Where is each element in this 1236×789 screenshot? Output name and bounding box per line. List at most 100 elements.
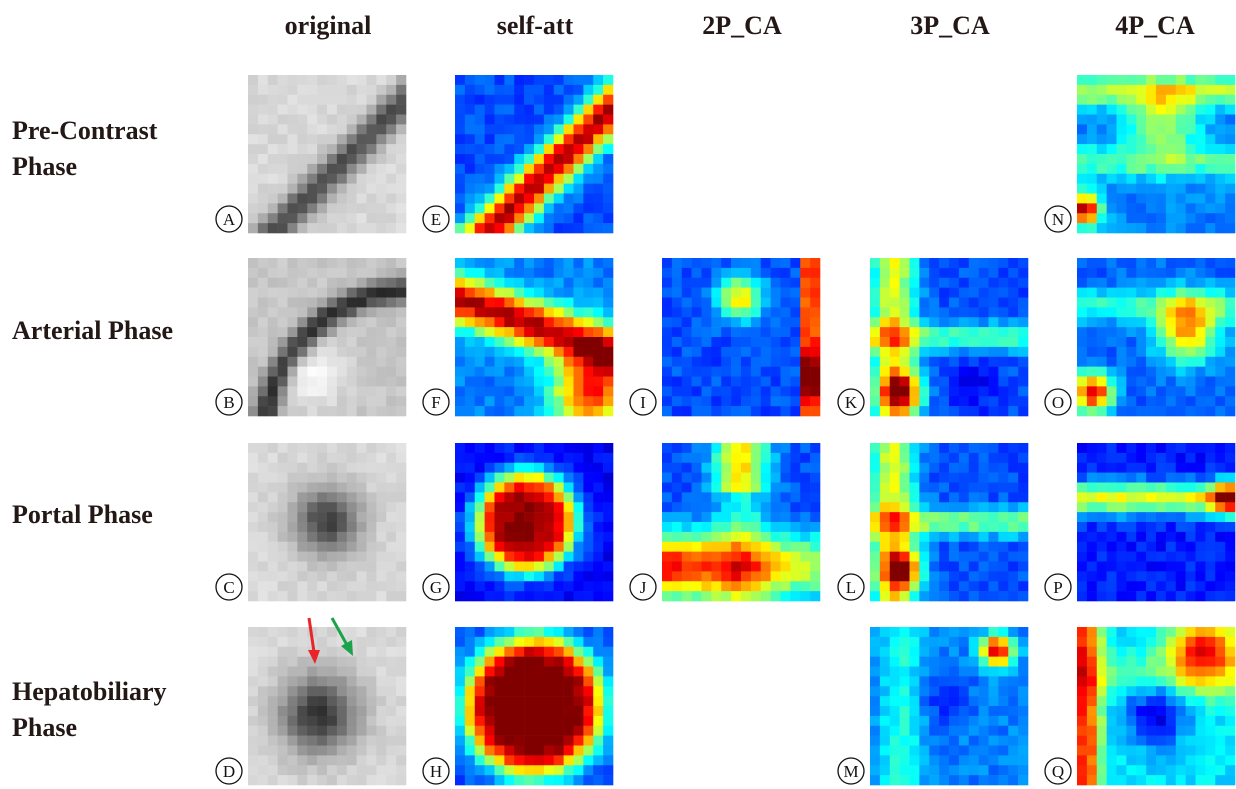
pixel xyxy=(711,396,721,406)
pixel xyxy=(731,483,741,493)
pixel xyxy=(949,581,959,591)
pixel xyxy=(662,453,672,463)
pixel xyxy=(1225,552,1235,562)
pixel xyxy=(386,716,396,726)
pixel xyxy=(1205,85,1215,95)
pixel xyxy=(989,686,999,696)
pixel xyxy=(790,532,800,542)
pixel xyxy=(337,203,347,213)
pixel xyxy=(593,463,603,473)
pixel xyxy=(1097,562,1107,572)
pixel xyxy=(396,357,406,367)
pixel xyxy=(702,483,712,493)
pixel xyxy=(900,483,910,493)
pixel xyxy=(504,288,514,298)
pixel xyxy=(455,657,465,667)
pixel xyxy=(1077,552,1087,562)
pixel xyxy=(1097,502,1107,512)
pixel xyxy=(465,115,475,125)
pixel xyxy=(1215,184,1225,194)
pixel xyxy=(514,144,524,154)
pixel xyxy=(574,627,584,637)
pixel xyxy=(1136,367,1146,377)
pixel xyxy=(554,473,564,483)
pixel xyxy=(376,473,386,483)
pixel xyxy=(495,542,505,552)
pixel xyxy=(751,532,761,542)
pixel xyxy=(337,115,347,125)
pixel xyxy=(751,278,761,288)
pixel xyxy=(574,337,584,347)
pixel xyxy=(583,203,593,213)
pixel xyxy=(900,386,910,396)
pixel xyxy=(376,686,386,696)
pixel xyxy=(268,386,278,396)
pixel xyxy=(1018,386,1028,396)
pixel xyxy=(1087,203,1097,213)
pixel xyxy=(692,278,702,288)
pixel xyxy=(307,591,317,601)
pixel xyxy=(307,676,317,686)
pixel xyxy=(810,552,820,562)
pixel xyxy=(1205,647,1215,657)
pixel xyxy=(376,396,386,406)
pixel xyxy=(504,95,514,105)
pixel xyxy=(544,552,554,562)
pixel xyxy=(465,512,475,522)
pixel xyxy=(583,562,593,572)
pixel xyxy=(455,492,465,502)
pixel xyxy=(1196,532,1206,542)
pixel xyxy=(1146,473,1156,483)
pixel xyxy=(1156,396,1166,406)
pixel xyxy=(337,453,347,463)
pixel xyxy=(297,288,307,298)
pixel xyxy=(524,124,534,134)
pixel xyxy=(672,317,682,327)
pixel xyxy=(800,562,810,572)
pixel xyxy=(278,317,288,327)
pixel xyxy=(761,347,771,357)
pixel xyxy=(1225,406,1235,416)
pixel xyxy=(455,396,465,406)
pixel xyxy=(514,105,524,115)
pixel xyxy=(919,327,929,337)
pixel xyxy=(386,115,396,125)
pixel xyxy=(919,716,929,726)
pixel xyxy=(376,337,386,347)
pixel xyxy=(1166,203,1176,213)
pixel xyxy=(1077,657,1087,667)
pixel xyxy=(357,716,367,726)
pixel xyxy=(524,686,534,696)
pixel xyxy=(288,194,298,204)
pixel xyxy=(672,522,682,532)
pixel xyxy=(504,337,514,347)
pixel xyxy=(662,512,672,522)
pixel xyxy=(1008,377,1018,387)
pixel xyxy=(880,278,890,288)
pixel xyxy=(376,134,386,144)
pixel xyxy=(307,288,317,298)
pixel xyxy=(880,512,890,522)
pixel xyxy=(1077,288,1087,298)
pixel xyxy=(603,775,613,785)
pixel xyxy=(288,278,298,288)
pixel xyxy=(1215,667,1225,677)
pixel xyxy=(998,765,1008,775)
pixel xyxy=(1156,85,1166,95)
pixel xyxy=(347,367,357,377)
pixel xyxy=(475,542,485,552)
pixel xyxy=(741,357,751,367)
pixel xyxy=(465,755,475,765)
pixel xyxy=(1176,562,1186,572)
pixel xyxy=(870,746,880,756)
pixel xyxy=(337,75,347,85)
pixel xyxy=(1166,562,1176,572)
pixel xyxy=(554,453,564,463)
pixel xyxy=(514,213,524,223)
pixel xyxy=(485,746,495,756)
pixel xyxy=(583,581,593,591)
pixel xyxy=(1146,95,1156,105)
pixel xyxy=(554,347,564,357)
pixel xyxy=(475,184,485,194)
pixel xyxy=(307,144,317,154)
